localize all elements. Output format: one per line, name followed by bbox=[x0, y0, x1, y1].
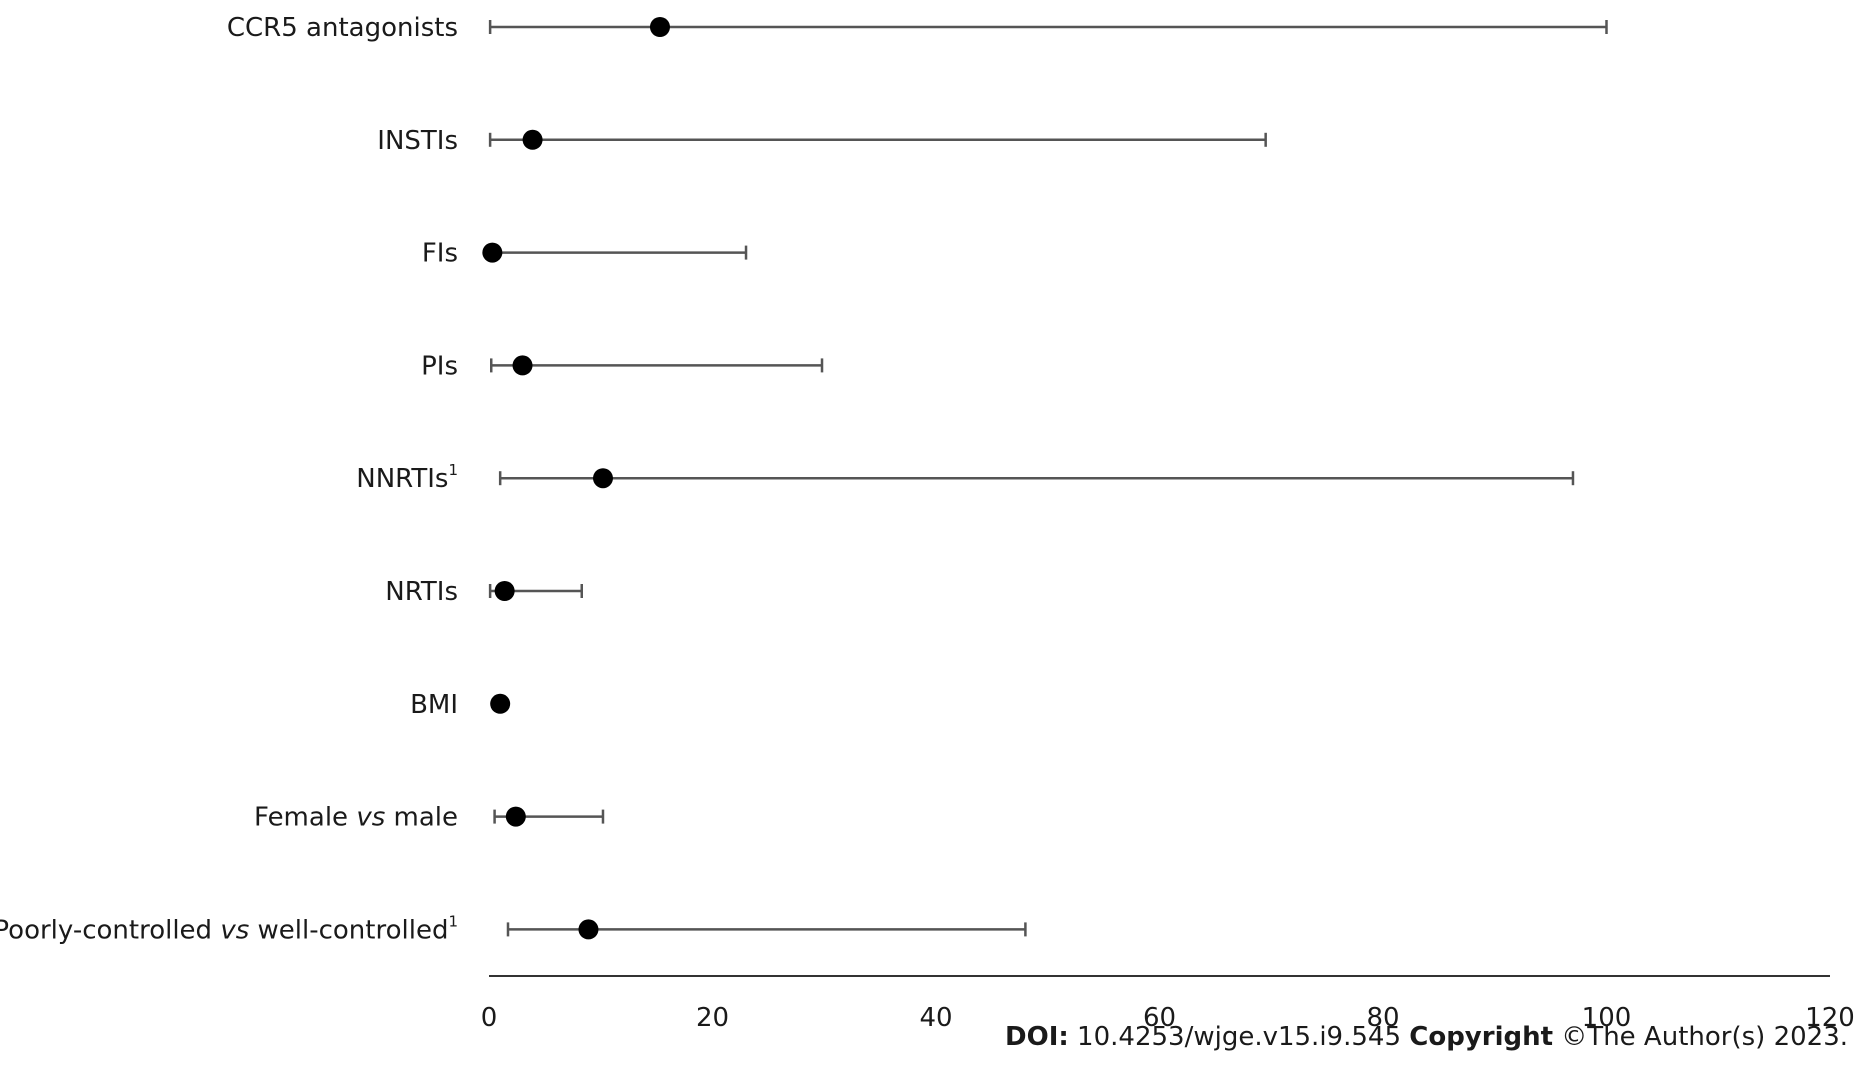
copyright-value: ©The Author(s) 2023. bbox=[1553, 1022, 1848, 1052]
forest-row: Poorly-controlled vs well-controlled1 bbox=[0, 912, 1027, 945]
point-estimate bbox=[592, 468, 613, 489]
row-label-superscript: 1 bbox=[448, 461, 458, 479]
row-label-italic: vs bbox=[356, 803, 385, 833]
row-label: CCR5 antagonists bbox=[227, 13, 458, 43]
doi-label: DOI: bbox=[1005, 1022, 1069, 1052]
x-tick-label: 40 bbox=[919, 1003, 952, 1033]
x-tick-label: 20 bbox=[696, 1003, 729, 1033]
x-tick-label: 80 bbox=[1366, 1003, 1399, 1033]
point-estimate bbox=[494, 581, 515, 601]
forest-row: NNRTIs1 bbox=[356, 461, 1575, 494]
row-label-text: Poorly-controlled bbox=[0, 915, 220, 945]
row-label-suffix: well-controlled bbox=[249, 915, 448, 945]
x-tick-label: 0 bbox=[481, 1003, 498, 1033]
forest-row: Female vs male bbox=[254, 803, 605, 833]
row-label-text: PIs bbox=[421, 351, 458, 381]
x-tick-label: 60 bbox=[1143, 1003, 1176, 1033]
row-label-text: FIs bbox=[422, 239, 458, 269]
row-label-text: NNRTIs bbox=[356, 464, 448, 494]
footer-citation: DOI: 10.4253/wjge.v15.i9.545 Copyright ©… bbox=[1005, 1022, 1848, 1052]
doi-value: 10.4253/wjge.v15.i9.545 bbox=[1068, 1022, 1410, 1052]
row-label: FIs bbox=[422, 239, 458, 269]
row-label: PIs bbox=[421, 351, 458, 381]
forest-row: BMI bbox=[410, 690, 511, 720]
forest-row: FIs bbox=[422, 239, 748, 269]
row-label-text: Female bbox=[254, 803, 356, 833]
rows-layer: CCR5 antagonistsINSTIsFIsPIsNNRTIs1NRTIs… bbox=[0, 13, 1608, 945]
row-label-italic: vs bbox=[220, 915, 249, 945]
row-label: INSTIs bbox=[377, 126, 458, 156]
row-label-text: INSTIs bbox=[377, 126, 458, 156]
row-label-suffix: male bbox=[385, 803, 458, 833]
x-axis: 0 20 40 60 80 100 120 bbox=[481, 975, 1855, 1033]
forest-row: CCR5 antagonists bbox=[227, 13, 1608, 43]
row-label: Poorly-controlled vs well-controlled1 bbox=[0, 912, 458, 945]
x-tick-label: 100 bbox=[1582, 1003, 1632, 1033]
point-estimate bbox=[505, 806, 526, 827]
row-label: NRTIs bbox=[385, 577, 458, 607]
x-tick-label: 120 bbox=[1805, 1003, 1855, 1033]
point-estimate bbox=[649, 17, 670, 37]
point-estimate bbox=[522, 129, 543, 150]
forest-row: INSTIs bbox=[377, 126, 1267, 156]
row-label-text: BMI bbox=[410, 690, 458, 720]
copyright-label: Copyright bbox=[1409, 1022, 1554, 1052]
row-label: NNRTIs1 bbox=[356, 461, 458, 494]
row-label-text: CCR5 antagonists bbox=[227, 13, 458, 43]
forest-row: PIs bbox=[421, 351, 824, 381]
row-label: Female vs male bbox=[254, 803, 458, 833]
point-estimate bbox=[490, 693, 511, 714]
forest-row: NRTIs bbox=[385, 577, 584, 607]
row-label: BMI bbox=[410, 690, 458, 720]
row-label-text: NRTIs bbox=[385, 577, 458, 607]
point-estimate bbox=[512, 355, 533, 376]
row-label-superscript: 1 bbox=[448, 912, 458, 930]
point-estimate bbox=[482, 242, 503, 263]
point-estimate bbox=[578, 919, 599, 940]
